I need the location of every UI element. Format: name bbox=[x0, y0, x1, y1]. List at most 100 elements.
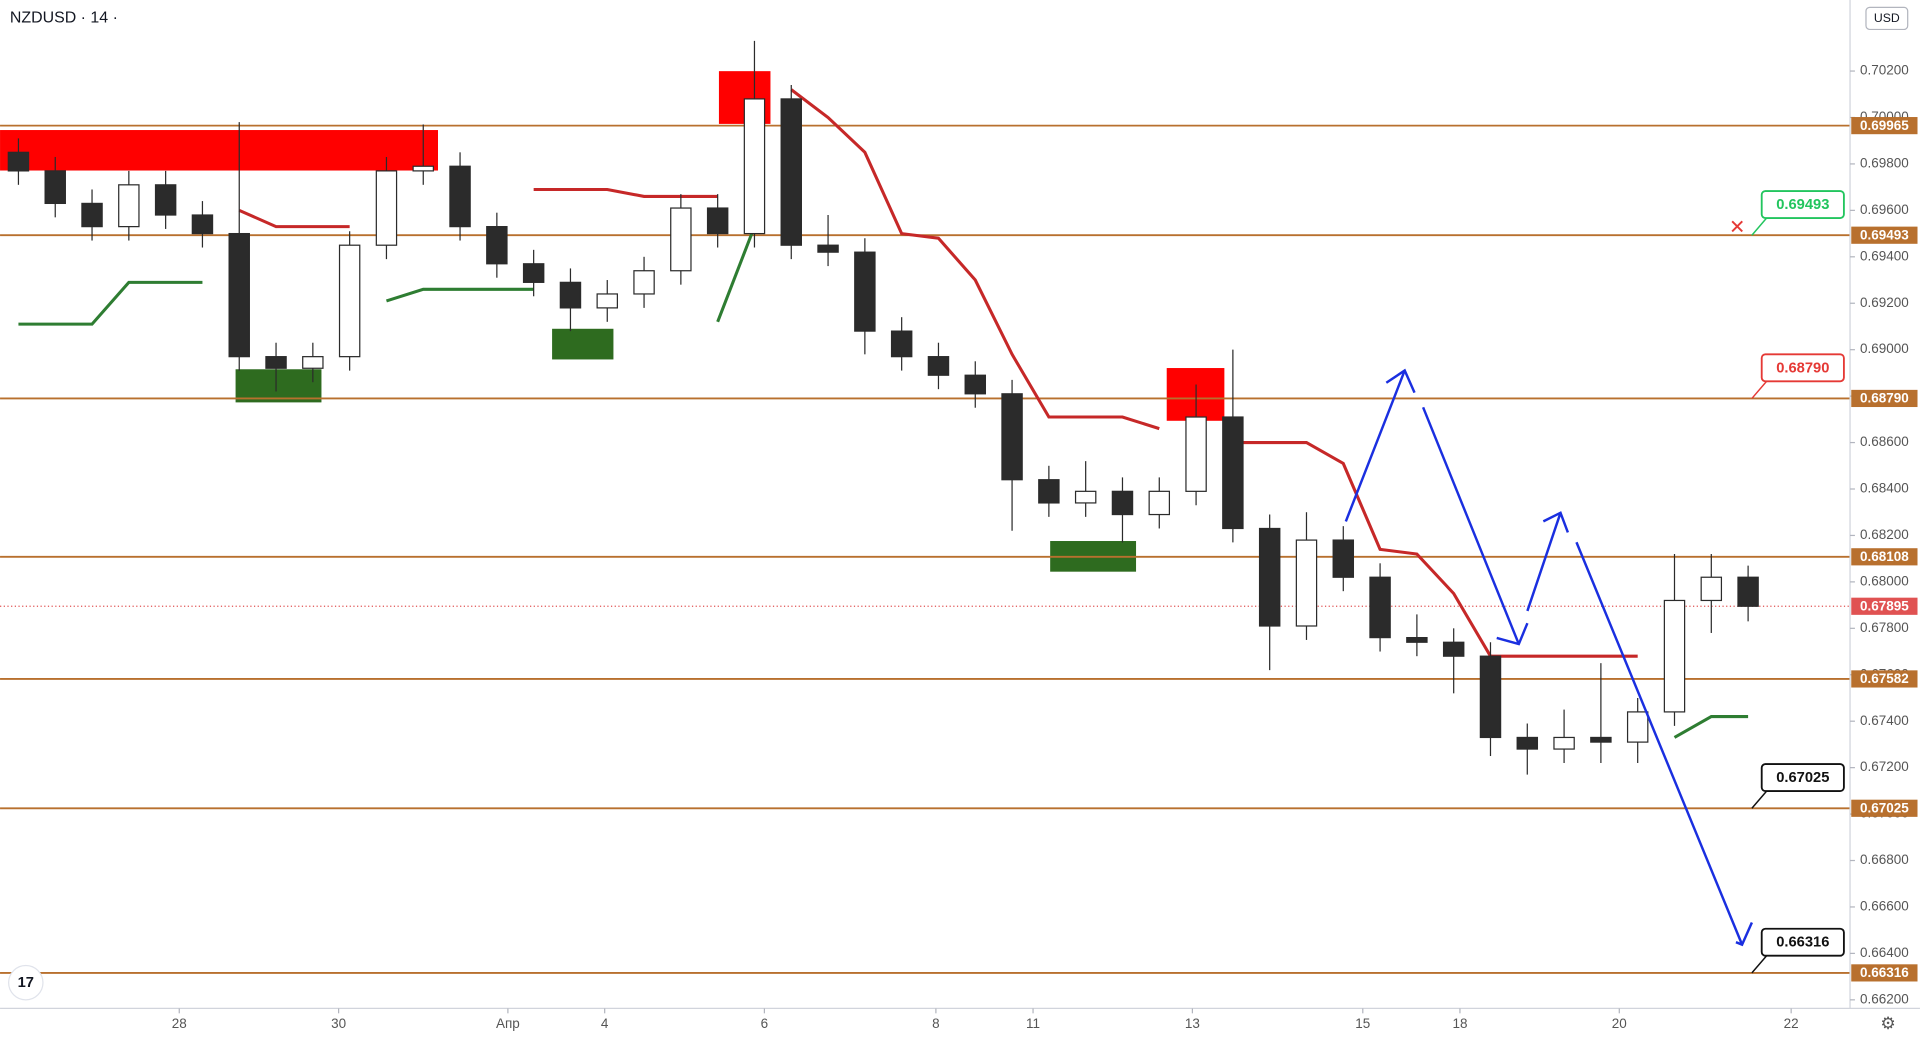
level-label: 0.67582 bbox=[1860, 671, 1909, 686]
level-label: 0.68108 bbox=[1860, 549, 1909, 564]
x-tick-label: 20 bbox=[1612, 1016, 1627, 1031]
candle-body bbox=[1369, 576, 1391, 639]
level-label: 0.67025 bbox=[1860, 800, 1909, 815]
candle-body bbox=[265, 356, 287, 369]
callout-box bbox=[1760, 927, 1845, 957]
candle-body bbox=[670, 207, 692, 272]
x-tick-label: 30 bbox=[331, 1016, 346, 1031]
axes: 0.662000.664000.666000.668000.670000.672… bbox=[172, 63, 1918, 1031]
candle-body bbox=[596, 293, 618, 309]
candle-body bbox=[118, 184, 140, 228]
level-tag bbox=[1851, 117, 1918, 135]
callout-label: 0.66316 bbox=[1776, 935, 1829, 951]
plot bbox=[0, 40, 1851, 974]
callout-pointer bbox=[1751, 217, 1768, 236]
candle-body bbox=[1148, 490, 1171, 516]
chart-title: NZDUSD · 14 · bbox=[10, 10, 118, 27]
supply-zone bbox=[0, 130, 439, 171]
candle-body bbox=[1038, 479, 1060, 504]
y-tick-label: 0.68000 bbox=[1860, 573, 1909, 588]
currency-button[interactable] bbox=[1865, 6, 1909, 31]
candle-body bbox=[1442, 641, 1465, 657]
demand-zone bbox=[552, 328, 614, 360]
candle-body bbox=[633, 270, 655, 295]
candle-body bbox=[1626, 711, 1649, 743]
y-tick-label: 0.66200 bbox=[1860, 991, 1909, 1006]
projection bbox=[1344, 368, 1754, 947]
candle-body bbox=[81, 202, 103, 228]
candle-body bbox=[228, 232, 250, 358]
y-tick-label: 0.67400 bbox=[1860, 713, 1909, 728]
candle-body bbox=[522, 263, 545, 283]
candle-body bbox=[780, 98, 802, 246]
y-tick-label: 0.69200 bbox=[1860, 295, 1909, 310]
candle-body bbox=[1222, 416, 1244, 530]
level-tag bbox=[1851, 964, 1918, 982]
candle-body bbox=[1479, 655, 1502, 739]
level-tag bbox=[1851, 226, 1918, 244]
level-tag bbox=[1851, 389, 1918, 408]
y-tick-label: 0.66800 bbox=[1860, 852, 1909, 867]
logo-circle bbox=[8, 964, 44, 1001]
candle-body bbox=[1700, 576, 1723, 602]
x-tick-label: Апр bbox=[496, 1016, 520, 1031]
candle-body bbox=[1663, 599, 1686, 713]
callout-label: 0.69493 bbox=[1776, 197, 1829, 213]
x-tick-label: 11 bbox=[1026, 1016, 1040, 1031]
logo-mark: 17 bbox=[18, 975, 34, 991]
arrow-head bbox=[1542, 511, 1570, 533]
projection-leg bbox=[1526, 512, 1562, 612]
candle-body bbox=[706, 207, 729, 235]
y-tick-label: 0.66600 bbox=[1860, 899, 1909, 914]
y-tick-label: 0.69600 bbox=[1860, 202, 1909, 217]
candle-body bbox=[486, 226, 508, 265]
candle-body bbox=[338, 244, 361, 358]
candle-body bbox=[743, 98, 766, 235]
currency-label[interactable]: USD bbox=[1874, 11, 1900, 25]
y-tick-label: 0.66400 bbox=[1860, 945, 1909, 960]
candle-body bbox=[927, 356, 950, 376]
level-tag bbox=[1851, 799, 1918, 817]
arrow-head bbox=[1385, 368, 1416, 394]
trend-line bbox=[1673, 715, 1749, 739]
y-tick-label: 0.68200 bbox=[1860, 527, 1909, 542]
level-label: 0.69493 bbox=[1860, 227, 1909, 242]
candle-body bbox=[1001, 393, 1023, 481]
candle-body bbox=[1516, 736, 1539, 750]
candle-body bbox=[412, 165, 434, 172]
callout-pointer bbox=[1751, 790, 1768, 809]
trend-line bbox=[238, 208, 350, 229]
callout-pointer bbox=[1751, 955, 1768, 974]
candle-body bbox=[964, 374, 987, 395]
candle-body bbox=[1258, 527, 1281, 627]
x-tick-label: 8 bbox=[932, 1016, 940, 1031]
callout-label: 0.68790 bbox=[1776, 360, 1829, 376]
callout-label: 0.67025 bbox=[1776, 770, 1829, 786]
projection-leg bbox=[1575, 541, 1744, 946]
settings-icon[interactable]: ⚙ bbox=[1880, 1013, 1895, 1033]
level-label: 0.68790 bbox=[1860, 391, 1909, 406]
level-tag bbox=[1851, 670, 1918, 688]
level-tag bbox=[1851, 548, 1918, 566]
level-label: 0.69965 bbox=[1860, 118, 1909, 133]
x-tick-label: 13 bbox=[1185, 1016, 1200, 1031]
x-tick-label: 18 bbox=[1452, 1016, 1467, 1031]
candle-body bbox=[191, 214, 214, 235]
candle-body bbox=[1332, 539, 1355, 578]
trend-line bbox=[790, 88, 1160, 431]
y-tick-label: 0.69800 bbox=[1860, 155, 1909, 170]
projection-leg bbox=[1344, 370, 1406, 522]
trend-line bbox=[1232, 441, 1638, 658]
trend-line bbox=[716, 226, 756, 323]
x-tick-label: 6 bbox=[761, 1016, 769, 1031]
callout-pointer bbox=[1751, 380, 1768, 399]
candle-body bbox=[890, 330, 913, 358]
callout-box bbox=[1760, 763, 1845, 793]
callout-box bbox=[1760, 353, 1845, 383]
candle-body bbox=[559, 281, 582, 309]
tv-logo: 17 bbox=[8, 964, 44, 1001]
x-tick-label: 15 bbox=[1355, 1016, 1370, 1031]
y-tick-label: 0.69400 bbox=[1860, 248, 1909, 263]
price-axis bbox=[1850, 0, 1920, 1044]
